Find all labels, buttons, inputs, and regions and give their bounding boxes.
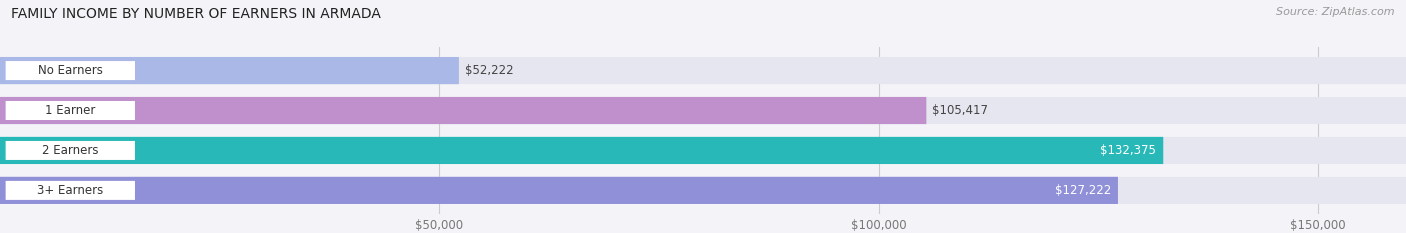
FancyBboxPatch shape [0, 97, 1406, 124]
Text: 1 Earner: 1 Earner [45, 104, 96, 117]
FancyBboxPatch shape [6, 61, 135, 80]
FancyBboxPatch shape [0, 177, 1406, 204]
Text: 3+ Earners: 3+ Earners [37, 184, 104, 197]
FancyBboxPatch shape [0, 177, 1118, 204]
FancyBboxPatch shape [0, 137, 1163, 164]
Text: 2 Earners: 2 Earners [42, 144, 98, 157]
Text: FAMILY INCOME BY NUMBER OF EARNERS IN ARMADA: FAMILY INCOME BY NUMBER OF EARNERS IN AR… [11, 7, 381, 21]
Text: $52,222: $52,222 [464, 64, 513, 77]
Text: Source: ZipAtlas.com: Source: ZipAtlas.com [1277, 7, 1395, 17]
Text: $127,222: $127,222 [1054, 184, 1111, 197]
FancyBboxPatch shape [0, 137, 1406, 164]
Text: $132,375: $132,375 [1101, 144, 1156, 157]
FancyBboxPatch shape [6, 101, 135, 120]
FancyBboxPatch shape [0, 57, 458, 84]
Text: $105,417: $105,417 [932, 104, 988, 117]
Text: No Earners: No Earners [38, 64, 103, 77]
FancyBboxPatch shape [0, 57, 1406, 84]
FancyBboxPatch shape [6, 141, 135, 160]
FancyBboxPatch shape [6, 181, 135, 200]
FancyBboxPatch shape [0, 97, 927, 124]
